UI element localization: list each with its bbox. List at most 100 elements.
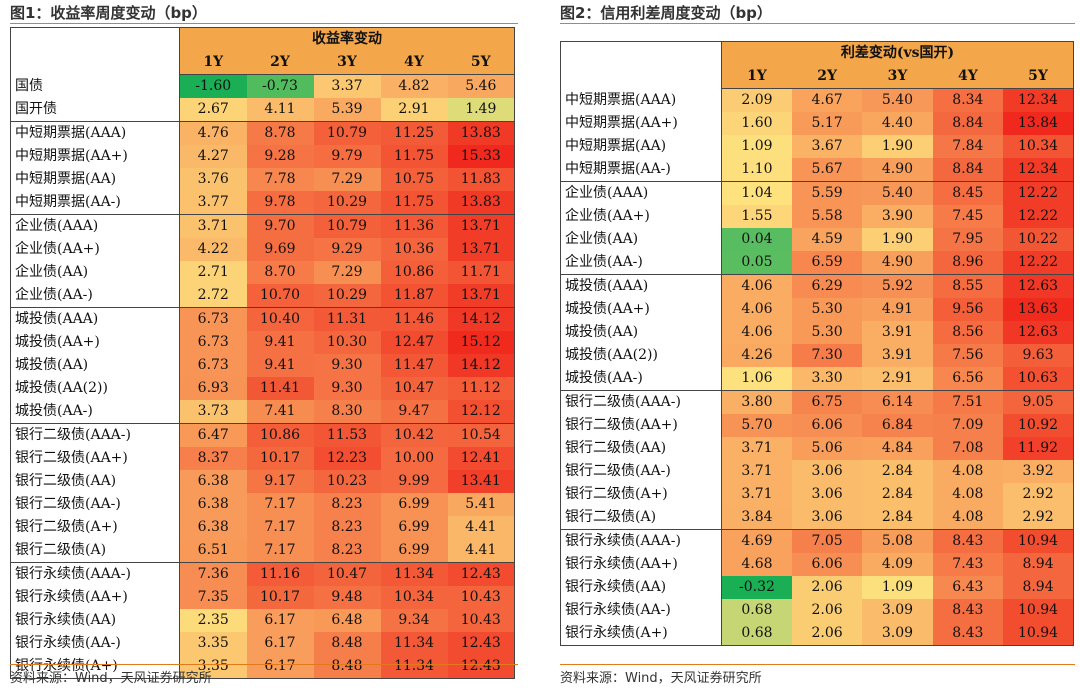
heatmap-cell: 8.43 <box>932 599 1004 622</box>
heatmap-cell: 9.99 <box>380 470 448 493</box>
row-label: 银行二级债(AA-) <box>10 493 180 516</box>
heatmap-cell: 2.84 <box>862 483 933 506</box>
row-label: 中短期票据(AA-) <box>560 158 722 182</box>
table-row: 企业债(AA+) 1.55 5.58 3.90 7.45 12.22 <box>560 205 1074 228</box>
table-row: 银行二级债(AA) 3.71 5.06 4.84 7.08 11.92 <box>560 437 1074 460</box>
heatmap-cell: 5.67 <box>791 158 863 182</box>
heatmap-cell: 4.91 <box>862 298 933 321</box>
table-row: 企业债(AA-) 2.72 10.70 10.29 11.87 13.71 <box>10 284 515 308</box>
table-row: 企业债(AA) 0.04 4.59 1.90 7.95 10.22 <box>560 228 1074 251</box>
heatmap-cell: 12.43 <box>447 655 515 679</box>
heatmap-cell: 4.06 <box>721 321 792 344</box>
heatmap-cell: 0.04 <box>721 228 792 251</box>
heatmap-cell: 8.34 <box>932 88 1004 112</box>
heatmap-cell: 1.90 <box>862 228 933 251</box>
heatmap-cell: 11.34 <box>380 562 448 586</box>
heatmap-cell: 8.37 <box>179 447 247 470</box>
table-row: 企业债(AA-) 0.05 6.59 4.90 8.96 12.22 <box>560 251 1074 275</box>
heatmap-cell: 10.79 <box>313 214 381 238</box>
heatmap-cell: 11.47 <box>380 354 448 377</box>
heatmap-cell: 9.47 <box>380 400 448 424</box>
header-corner <box>10 27 180 75</box>
heatmap-cell: -0.32 <box>721 576 792 599</box>
table-row: 中短期票据(AA-) 3.77 9.78 10.29 11.75 13.83 <box>10 191 515 215</box>
row-label: 城投债(AA+) <box>10 331 180 354</box>
heatmap-cell: 10.34 <box>1003 135 1074 158</box>
heatmap-cell: 1.09 <box>721 135 792 158</box>
heatmap-cell: 11.41 <box>246 377 314 400</box>
heatmap-cell: 4.68 <box>721 553 792 576</box>
row-label: 银行二级债(AA) <box>560 437 722 460</box>
row-label: 银行永续债(AA) <box>560 576 722 599</box>
heatmap-cell: 9.30 <box>313 354 381 377</box>
heatmap-cell: 10.47 <box>313 562 381 586</box>
row-label: 银行永续债(AA) <box>10 609 180 632</box>
row-label: 城投债(AA) <box>10 354 180 377</box>
table-row: 中短期票据(AA+) 4.27 9.28 9.79 11.75 15.33 <box>10 145 515 168</box>
heatmap-cell: 6.56 <box>932 367 1004 391</box>
heatmap-cell: 8.96 <box>932 251 1004 275</box>
table-row: 城投债(AA+) 6.73 9.41 10.30 12.47 15.12 <box>10 331 515 354</box>
source-rule <box>10 664 518 665</box>
heatmap-cell: 4.41 <box>447 516 515 539</box>
heatmap-cell: 12.34 <box>1003 88 1074 112</box>
heatmap-cell: 5.58 <box>791 205 863 228</box>
heatmap-cell: 7.41 <box>246 400 314 424</box>
source-note: 资料来源：Wind，天风证券研究所 <box>10 671 212 686</box>
heatmap-cell: 4.90 <box>862 251 933 275</box>
row-label: 银行永续债(A+) <box>10 655 180 679</box>
heatmap-cell: 4.06 <box>721 274 792 298</box>
heatmap-cell: 8.56 <box>932 321 1004 344</box>
heatmap-cell: 6.17 <box>246 655 314 679</box>
heatmap-cell: 7.45 <box>932 205 1004 228</box>
row-label: 银行二级债(AAA-) <box>560 390 722 414</box>
row-label: 中短期票据(AA-) <box>10 191 180 215</box>
heatmap-cell: 4.11 <box>246 98 314 122</box>
heatmap-cell: -0.73 <box>246 74 314 98</box>
heatmap-cell: 3.37 <box>313 74 381 98</box>
heatmap-cell: 8.23 <box>313 493 381 516</box>
column-header: 2Y <box>791 65 863 89</box>
chart-title: 图1：收益率周度变动（bp） <box>10 4 207 22</box>
table-row: 银行二级债(AA-) 3.71 3.06 2.84 4.08 3.92 <box>560 460 1074 483</box>
heatmap-cell: 13.84 <box>1003 112 1074 135</box>
heatmap-cell: 3.67 <box>791 135 863 158</box>
heatmap-cell: 10.79 <box>313 121 381 145</box>
heatmap-cell: 8.48 <box>313 632 381 655</box>
heatmap-cell: 6.48 <box>313 609 381 632</box>
row-label: 银行二级债(A+) <box>560 483 722 506</box>
heatmap-cell: 12.63 <box>1003 274 1074 298</box>
heatmap-cell: 6.73 <box>179 354 247 377</box>
heatmap-cell: 7.05 <box>791 529 863 553</box>
column-header: 4Y <box>380 51 448 75</box>
row-label: 国债 <box>10 74 180 98</box>
table-row: 中短期票据(AA) 1.09 3.67 1.90 7.84 10.34 <box>560 135 1074 158</box>
heatmap-cell: 3.73 <box>179 400 247 424</box>
heatmap-cell: 6.47 <box>179 423 247 447</box>
column-header: 4Y <box>932 65 1004 89</box>
heatmap-cell: 3.35 <box>179 632 247 655</box>
heatmap-cell: 12.41 <box>447 447 515 470</box>
heatmap-cell: 10.30 <box>313 331 381 354</box>
heatmap-cell: 4.41 <box>447 539 515 563</box>
heatmap-cell: 3.06 <box>791 460 863 483</box>
table-row: 城投债(AA-) 1.06 3.30 2.91 6.56 10.63 <box>560 367 1074 391</box>
heatmap-cell: 8.78 <box>246 121 314 145</box>
column-header: 1Y <box>179 51 247 75</box>
heatmap-cell: 6.99 <box>380 516 448 539</box>
heatmap-cell: 11.75 <box>380 191 448 215</box>
heatmap-cell: 2.84 <box>862 506 933 530</box>
heatmap-cell: 6.06 <box>791 553 863 576</box>
row-label: 企业债(AAA) <box>560 181 722 205</box>
table-row: 城投债(AA) 6.73 9.41 9.30 11.47 14.12 <box>10 354 515 377</box>
heatmap-cell: 9.56 <box>932 298 1004 321</box>
heatmap-cell: 3.90 <box>862 205 933 228</box>
row-label: 城投债(AAA) <box>10 307 180 331</box>
heatmap-cell: 12.22 <box>1003 251 1074 275</box>
heatmap-cell: 7.09 <box>932 414 1004 437</box>
heatmap-cell: 8.84 <box>932 158 1004 182</box>
row-label: 银行二级债(AA-) <box>560 460 722 483</box>
heatmap-cell: 2.06 <box>791 599 863 622</box>
heatmap-cell: 13.41 <box>447 470 515 493</box>
heatmap-cell: 12.22 <box>1003 205 1074 228</box>
